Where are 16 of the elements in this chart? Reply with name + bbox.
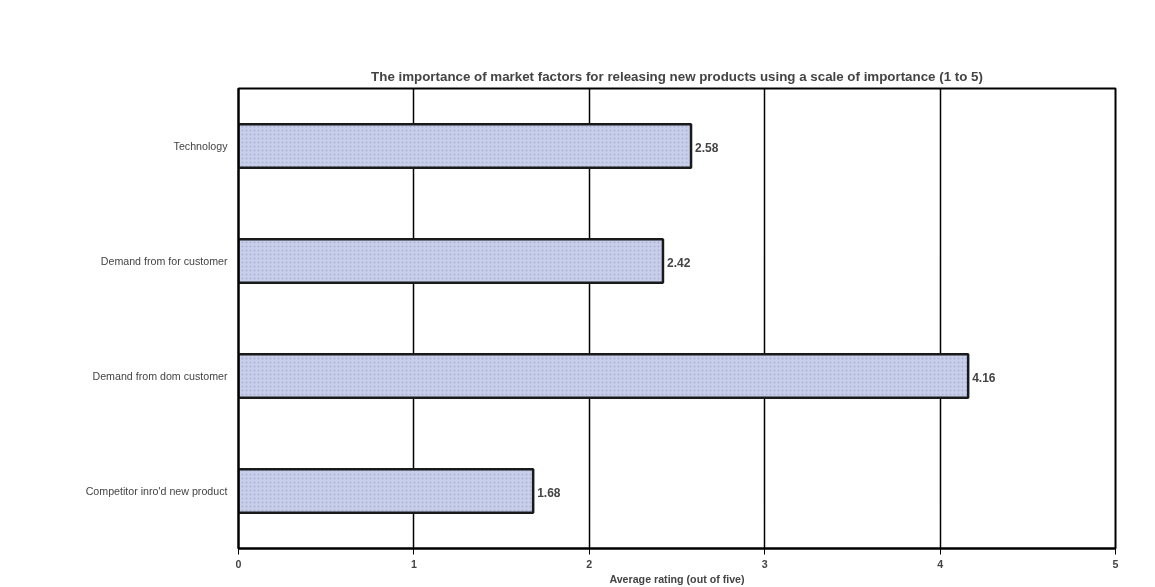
x-axis-title: Average rating (out of five) xyxy=(609,572,746,585)
x-tick-label: 5 xyxy=(1112,557,1119,570)
x-tick-label: 2 xyxy=(586,557,593,570)
data-label: 4.16 xyxy=(972,371,996,385)
data-label: 2.42 xyxy=(666,256,691,270)
y-tick-label: Competitor inro'd new product xyxy=(85,485,228,497)
y-tick-label: Demand from dom customer xyxy=(92,370,228,382)
x-tick-label: 1 xyxy=(410,557,417,570)
y-tick-label: Demand from for customer xyxy=(100,255,228,267)
x-tick-label: 4 xyxy=(937,557,944,570)
data-label: 1.68 xyxy=(537,486,561,500)
x-tick-label: 0 xyxy=(235,557,242,570)
x-tick-label: 3 xyxy=(761,557,768,570)
y-tick-label: Technology xyxy=(173,140,229,152)
data-label: 2.58 xyxy=(695,141,719,155)
chart-title: The importance of market factors for releasing new products using a scale of importance (1 to 5) xyxy=(371,68,983,84)
